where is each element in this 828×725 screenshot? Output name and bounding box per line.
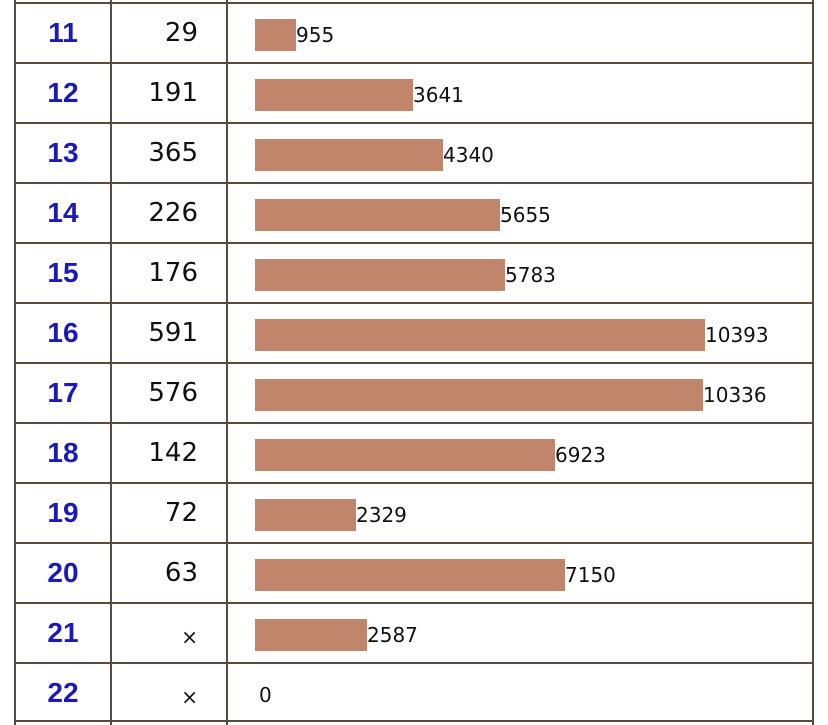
table-row: 22 × 0 xyxy=(16,662,812,722)
bar xyxy=(255,199,500,231)
table-row: 14 226 5655 xyxy=(16,182,812,242)
bar xyxy=(255,559,565,591)
row-count: × xyxy=(181,625,198,649)
bar-value-label: 5783 xyxy=(505,263,556,287)
row-label: 14 xyxy=(47,197,79,228)
table-row: 18 142 6923 xyxy=(16,422,812,482)
bar xyxy=(255,499,356,531)
bar-value-label: 4340 xyxy=(443,143,494,167)
table-row: 12 191 3641 xyxy=(16,62,812,122)
bar-value-label: 3641 xyxy=(413,83,464,107)
table-row: 20 63 7150 xyxy=(16,542,812,602)
row-label: 22 xyxy=(47,677,79,708)
row-count: 191 xyxy=(148,78,198,108)
bar-value-label: 0 xyxy=(259,683,272,707)
bar xyxy=(255,319,705,351)
row-count: 226 xyxy=(148,198,198,228)
row-count: 176 xyxy=(148,258,198,288)
row-count: 72 xyxy=(164,498,198,528)
row-label: 19 xyxy=(47,497,79,528)
row-count: 63 xyxy=(164,558,198,588)
data-table: 11 29 955 12 191 3641 13 365 4340 14 226 5655 15 176 5… xyxy=(14,0,814,725)
bar-value-label: 2329 xyxy=(356,503,407,527)
table-row: 17 576 10336 xyxy=(16,362,812,422)
row-label: 12 xyxy=(47,77,79,108)
bar-value-label: 2587 xyxy=(367,623,418,647)
row-label: 11 xyxy=(48,17,78,48)
row-count: 576 xyxy=(148,378,198,408)
row-label: 18 xyxy=(47,437,79,468)
row-label: 21 xyxy=(47,617,79,648)
row-label: 13 xyxy=(47,137,79,168)
bar xyxy=(255,259,505,291)
bar xyxy=(255,139,443,171)
row-count: 142 xyxy=(148,438,198,468)
bar-value-label: 10393 xyxy=(705,323,769,347)
row-count: 365 xyxy=(148,138,198,168)
row-label: 17 xyxy=(47,377,79,408)
bar xyxy=(255,439,555,471)
bar-value-label: 10336 xyxy=(703,383,767,407)
bar-value-label: 5655 xyxy=(500,203,551,227)
row-count: 29 xyxy=(164,18,198,48)
bar-value-label: 6923 xyxy=(555,443,606,467)
bar xyxy=(255,379,703,411)
table-row: 16 591 10393 xyxy=(16,302,812,362)
table-row: 13 365 4340 xyxy=(16,122,812,182)
row-count: 591 xyxy=(148,318,198,348)
table-row: 21 × 2587 xyxy=(16,602,812,662)
table-row: 19 72 2329 xyxy=(16,482,812,542)
bar-value-label: 955 xyxy=(296,23,335,47)
bar-value-label: 7150 xyxy=(565,563,616,587)
bar xyxy=(255,619,367,651)
bar xyxy=(255,79,413,111)
bar xyxy=(255,19,296,51)
table-row: 15 176 5783 xyxy=(16,242,812,302)
row-label: 16 xyxy=(47,317,79,348)
row-count: × xyxy=(181,685,198,709)
table-row: 11 29 955 xyxy=(16,2,812,62)
row-label: 20 xyxy=(47,557,79,588)
row-label: 15 xyxy=(47,257,79,288)
